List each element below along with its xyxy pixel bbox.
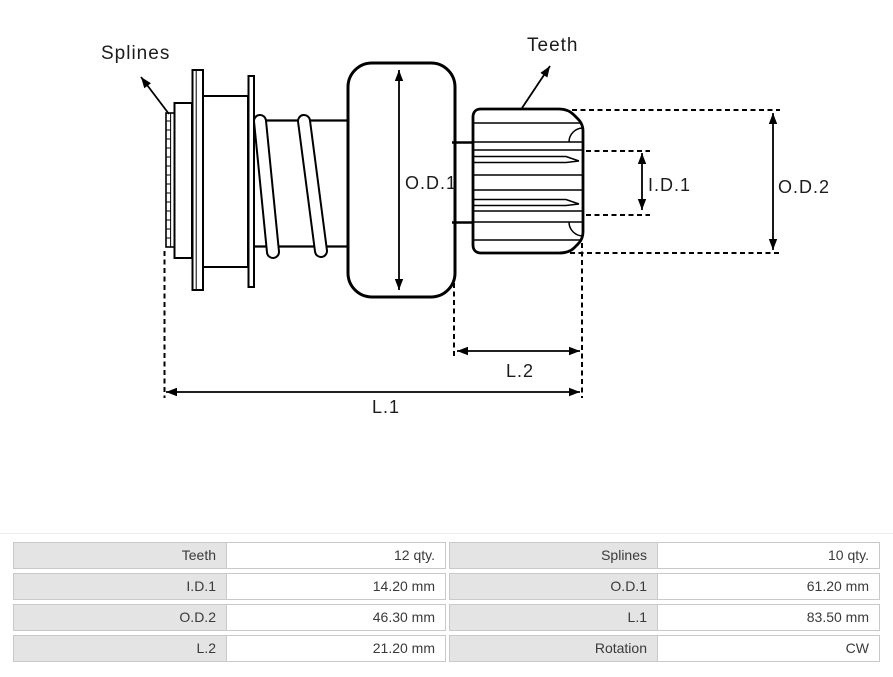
drive-housing [173,69,255,291]
table-top-divider [0,533,893,534]
spec-value-cell: 10 qty. [657,542,880,569]
spec-value-cell: 21.20 mm [226,635,446,662]
spec-label-cell: Teeth [13,542,227,569]
teeth-leader-arrow [521,65,551,109]
spec-label-cell: Splines [449,542,658,569]
spec-value-cell: 12 qty. [226,542,446,569]
spec-label-cell: L.2 [13,635,227,662]
starter-drive-diagram [140,61,780,398]
spec-value-cell: 83.50 mm [657,604,880,631]
table-row: O.D.2 46.30 mm L.1 83.50 mm [13,604,881,631]
splines-leader-arrow [140,76,170,115]
table-row: Teeth 12 qty. Splines 10 qty. [13,542,881,569]
pinion-shaft [452,141,473,224]
spec-label-cell: O.D.2 [13,604,227,631]
spec-label-cell: Rotation [449,635,658,662]
splined-shaft [165,112,176,248]
gear-teeth-lines [473,122,583,241]
l1-label: L.1 [372,397,401,417]
l2-label: L.2 [506,361,535,381]
spec-value-cell: CW [657,635,880,662]
spec-label-cell: O.D.1 [449,573,658,600]
spec-value-cell: 14.20 mm [226,573,446,600]
dimension-lines [140,65,778,397]
od2-label: O.D.2 [778,177,831,197]
spec-table: Teeth 12 qty. Splines 10 qty. I.D.1 14.2… [13,542,881,666]
id1-label: I.D.1 [648,175,692,195]
od1-label: O.D.1 [405,173,458,193]
table-row: L.2 21.20 mm Rotation CW [13,635,881,662]
table-row: I.D.1 14.20 mm O.D.1 61.20 mm [13,573,881,600]
spec-label-cell: L.1 [449,604,658,631]
extension-lines [163,109,780,398]
spec-value-cell: 61.20 mm [657,573,880,600]
meshing-spring [253,114,328,259]
spec-label-cell: I.D.1 [13,573,227,600]
pinion-gear [471,107,585,255]
splines-label: Splines [101,43,171,64]
spec-value-cell: 46.30 mm [226,604,446,631]
teeth-label: Teeth [527,35,579,56]
